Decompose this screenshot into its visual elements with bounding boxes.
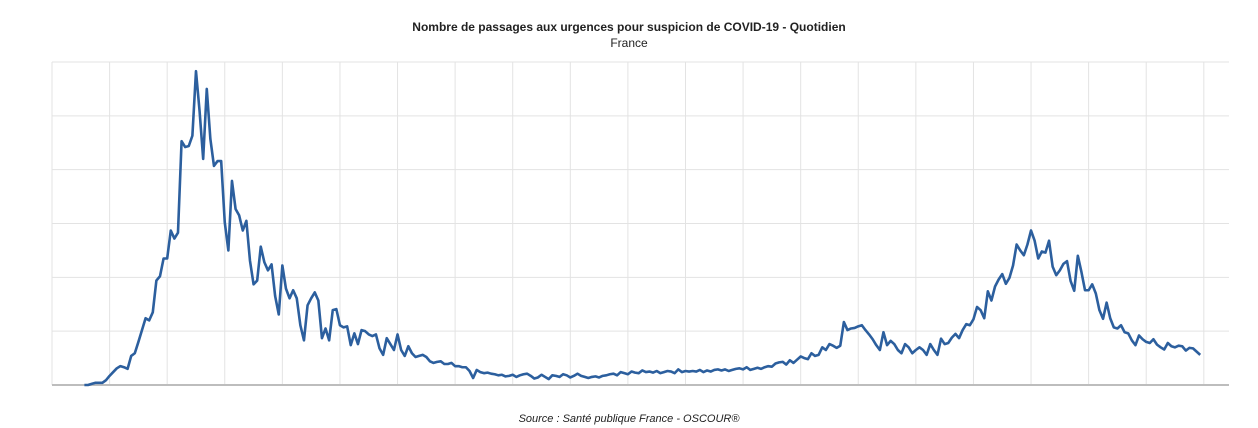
chart-title: Nombre de passages aux urgences pour sus… <box>412 20 845 34</box>
source-note: Source : Santé publique France - OSCOUR® <box>519 413 741 425</box>
chart-subtitle: France <box>610 36 648 50</box>
data-line <box>84 69 1202 387</box>
